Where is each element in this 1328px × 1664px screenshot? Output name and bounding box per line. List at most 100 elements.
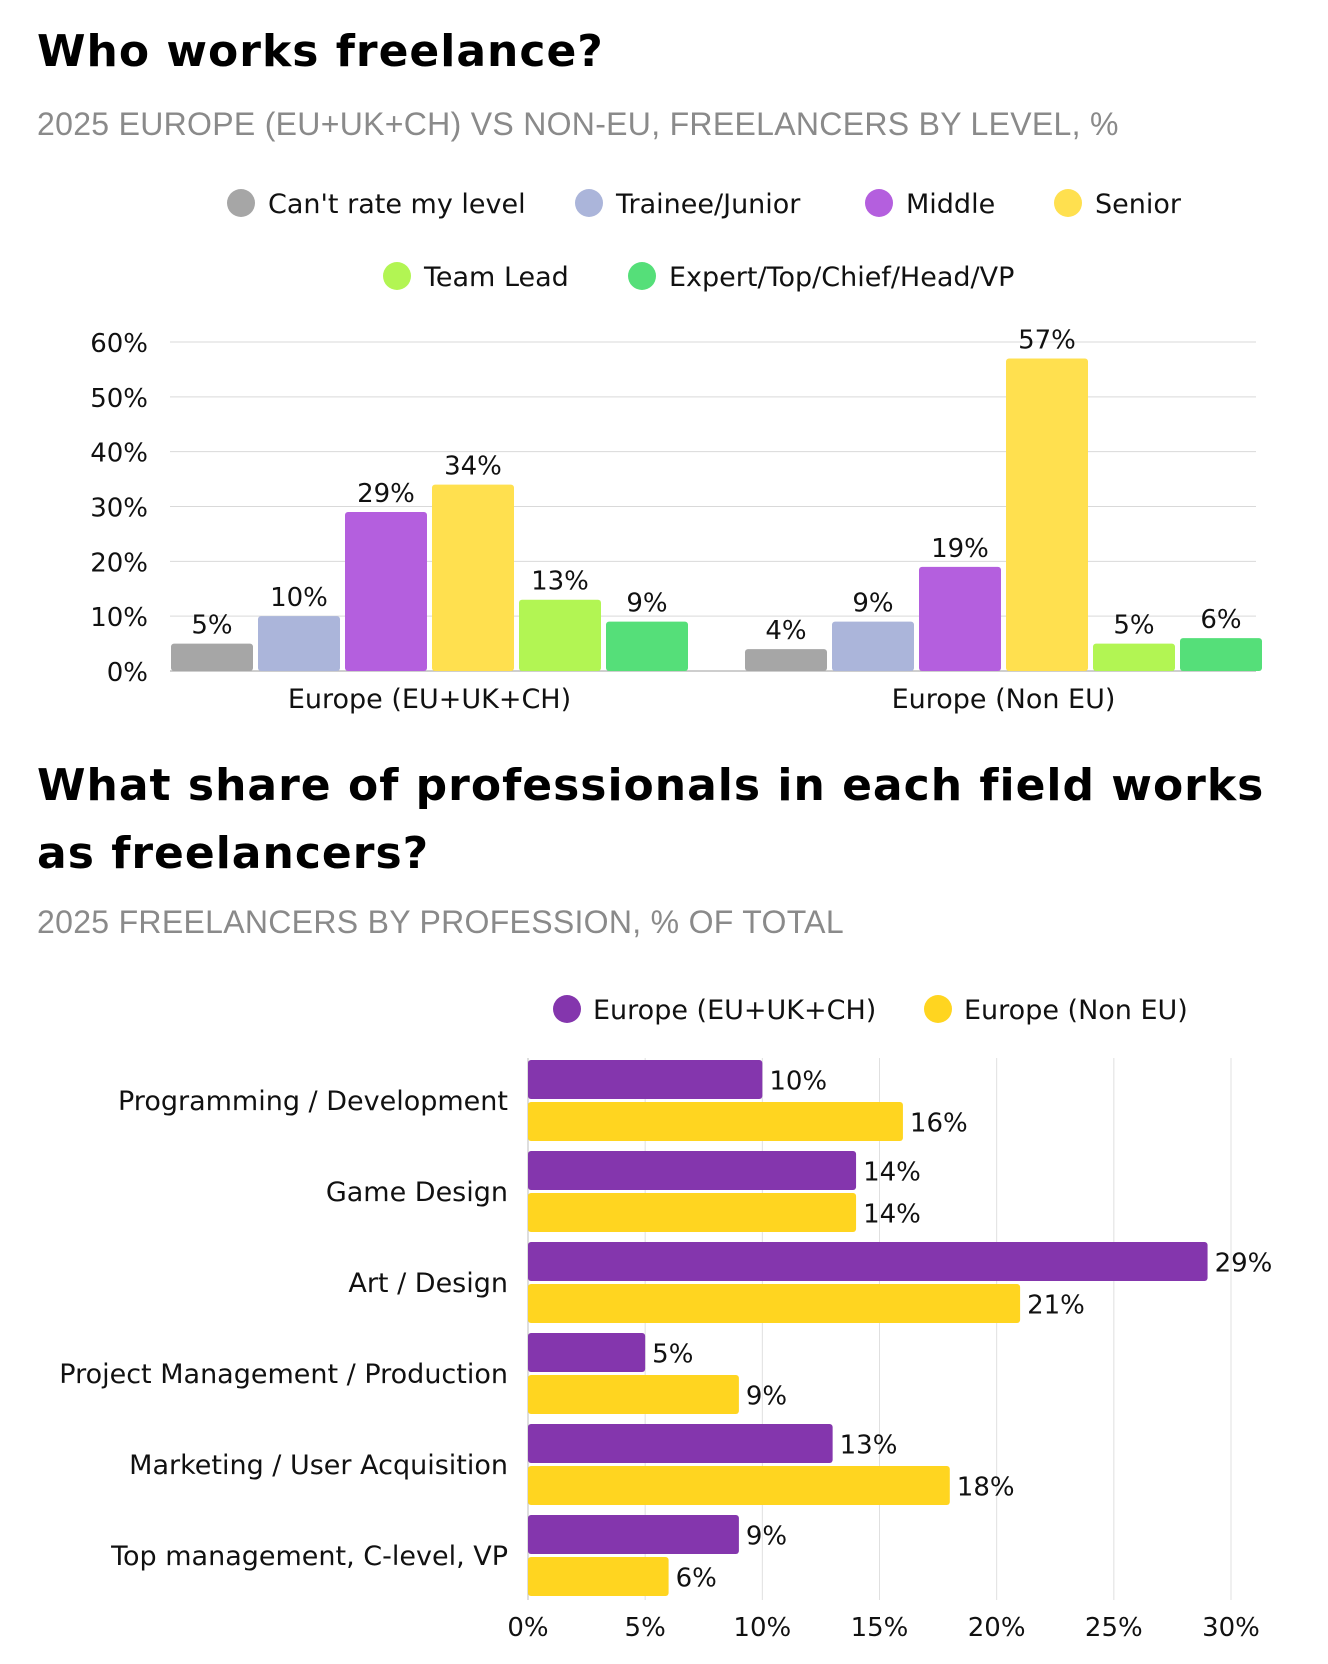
data-label: 6% xyxy=(676,1564,717,1594)
bar-europe-non-eu-team-lead xyxy=(1093,643,1175,671)
data-label: 29% xyxy=(357,479,415,509)
bar-europe-eu-uk-ch-senior xyxy=(432,484,514,671)
bar-art-design-europe-non-eu xyxy=(528,1284,1021,1323)
chart-1-legend: Can't rate my level Trainee/Junior Middle S… xyxy=(227,189,1182,293)
bar-project-management-production-europe-non-eu xyxy=(528,1375,739,1414)
data-label: 9% xyxy=(626,589,667,619)
y-category-label: Programming / Development xyxy=(118,1086,508,1117)
bar-europe-eu-uk-ch-team-lead xyxy=(519,599,601,671)
legend-marker-trainee-junior xyxy=(575,189,603,217)
legend-label-europe-non-eu: Europe (Non EU) xyxy=(964,995,1188,1026)
data-label: 10% xyxy=(270,583,328,613)
y-tick-label: 10% xyxy=(90,603,148,633)
data-label: 14% xyxy=(863,1158,921,1188)
chart-2-subtitle: 2025 FREELANCERS BY PROFESSION, % OF TOT… xyxy=(37,904,844,940)
bar-europe-non-eu-senior xyxy=(1006,358,1088,671)
data-label: 6% xyxy=(1200,605,1241,635)
bar-europe-non-eu-can-t-rate-my-level xyxy=(745,649,827,671)
bar-europe-eu-uk-ch-expert-top-chief-head-vp xyxy=(606,621,688,671)
data-label: 9% xyxy=(746,1522,787,1552)
data-label: 57% xyxy=(1018,325,1076,355)
legend-label-trainee-junior: Trainee/Junior xyxy=(615,189,801,220)
bar-europe-non-eu-middle xyxy=(919,566,1001,671)
bar-marketing-user-acquisition-europe-eu-uk-ch xyxy=(528,1424,833,1463)
y-category-label: Project Management / Production xyxy=(59,1359,508,1390)
chart-1-title: Who works freelance? xyxy=(37,26,604,77)
x-tick-label: 20% xyxy=(968,1613,1026,1643)
y-category-label: Game Design xyxy=(326,1177,508,1208)
bar-marketing-user-acquisition-europe-non-eu xyxy=(528,1466,950,1505)
x-tick-label: 25% xyxy=(1085,1613,1143,1643)
bar-europe-non-eu-trainee-junior xyxy=(832,621,914,671)
x-category-label: Europe (EU+UK+CH) xyxy=(288,684,571,715)
x-tick-label: 10% xyxy=(733,1613,791,1643)
chart-1-data-labels: 5% 10% 29% 34% 13% 9% 4% 9% 19% 57% 5% 6% xyxy=(191,325,1241,646)
data-label: 5% xyxy=(652,1340,693,1370)
bar-programming-development-europe-eu-uk-ch xyxy=(528,1060,763,1099)
chart-2-data-labels: 10% 16% 14% 14% 29% 21% 5% 9% 13% 18% 9% 6% xyxy=(652,1067,1272,1594)
chart-1-x-axis: Europe (EU+UK+CH) Europe (Non EU) xyxy=(288,684,1116,715)
chart-1-bars xyxy=(171,358,1262,671)
data-label: 16% xyxy=(910,1109,968,1139)
data-label: 9% xyxy=(852,589,893,619)
data-label: 5% xyxy=(191,611,232,641)
data-label: 4% xyxy=(765,616,806,646)
legend-marker-europe-eu-uk-ch xyxy=(553,995,581,1023)
legend-marker-middle xyxy=(865,189,893,217)
y-tick-label: 20% xyxy=(90,548,148,578)
data-label: 21% xyxy=(1027,1291,1085,1321)
bar-project-management-production-europe-eu-uk-ch xyxy=(528,1333,646,1372)
chart-2-y-axis: Programming / Development Game Design Art … xyxy=(59,1086,508,1572)
bar-top-management-c-level-vp-europe-non-eu xyxy=(528,1557,669,1596)
y-category-label: Top management, C-level, VP xyxy=(110,1541,508,1572)
chart-2-legend: Europe (EU+UK+CH) Europe (Non EU) xyxy=(553,995,1188,1026)
bar-europe-non-eu-expert-top-chief-head-vp xyxy=(1180,638,1262,671)
y-category-label: Marketing / User Acquisition xyxy=(129,1450,508,1481)
level-bar-chart: Can't rate my level Trainee/Junior Middle S… xyxy=(90,189,1262,715)
bar-art-design-europe-eu-uk-ch xyxy=(528,1242,1208,1281)
bar-europe-eu-uk-ch-middle xyxy=(345,511,427,671)
data-label: 34% xyxy=(444,452,502,482)
legend-marker-senior xyxy=(1054,189,1082,217)
data-label: 5% xyxy=(1113,611,1154,641)
data-label: 9% xyxy=(746,1382,787,1412)
bar-europe-eu-uk-ch-trainee-junior xyxy=(258,616,340,671)
y-tick-label: 40% xyxy=(90,439,148,469)
y-tick-label: 60% xyxy=(90,329,148,359)
bar-game-design-europe-eu-uk-ch xyxy=(528,1151,857,1190)
legend-label-middle: Middle xyxy=(906,189,995,220)
x-tick-label: 5% xyxy=(625,1613,666,1643)
legend-label-senior: Senior xyxy=(1095,189,1182,220)
bar-game-design-europe-non-eu xyxy=(528,1193,857,1232)
data-label: 10% xyxy=(769,1067,827,1097)
y-tick-label: 30% xyxy=(90,494,148,524)
y-tick-label: 0% xyxy=(107,658,148,688)
data-label: 13% xyxy=(840,1431,898,1461)
y-category-label: Art / Design xyxy=(348,1268,508,1299)
legend-marker-europe-non-eu xyxy=(924,995,952,1023)
chart-2-title: What share of professionals in each fiel… xyxy=(37,760,1265,879)
chart-1-subtitle: 2025 EUROPE (EU+UK+CH) VS NON-EU, FREELA… xyxy=(37,106,1119,142)
data-label: 13% xyxy=(531,567,589,597)
legend-label-can-t-rate-my-level: Can't rate my level xyxy=(268,189,526,220)
bar-programming-development-europe-non-eu xyxy=(528,1102,903,1141)
legend-label-europe-eu-uk-ch: Europe (EU+UK+CH) xyxy=(593,995,876,1026)
x-tick-label: 30% xyxy=(1202,1613,1260,1643)
chart-1-y-axis: 0% 10% 20% 30% 40% 50% 60% xyxy=(90,329,148,688)
bar-top-management-c-level-vp-europe-eu-uk-ch xyxy=(528,1515,739,1554)
x-tick-label: 0% xyxy=(507,1613,548,1643)
data-label: 14% xyxy=(863,1200,921,1230)
legend-label-expert-top-chief-head-vp: Expert/Top/Chief/Head/VP xyxy=(669,262,1014,293)
data-label: 29% xyxy=(1215,1249,1273,1279)
x-tick-label: 15% xyxy=(851,1613,909,1643)
data-label: 19% xyxy=(931,534,989,564)
data-label: 18% xyxy=(957,1473,1015,1503)
chart-2-gridlines xyxy=(527,1058,1232,1600)
chart-2-x-axis: 0% 5% 10% 15% 20% 25% 30% xyxy=(507,1613,1260,1643)
chart-2-bars xyxy=(528,1060,1208,1596)
bar-europe-eu-uk-ch-can-t-rate-my-level xyxy=(171,643,253,671)
x-category-label: Europe (Non EU) xyxy=(892,684,1116,715)
legend-marker-team-lead xyxy=(383,262,411,290)
legend-label-team-lead: Team Lead xyxy=(423,262,569,293)
y-tick-label: 50% xyxy=(90,384,148,414)
